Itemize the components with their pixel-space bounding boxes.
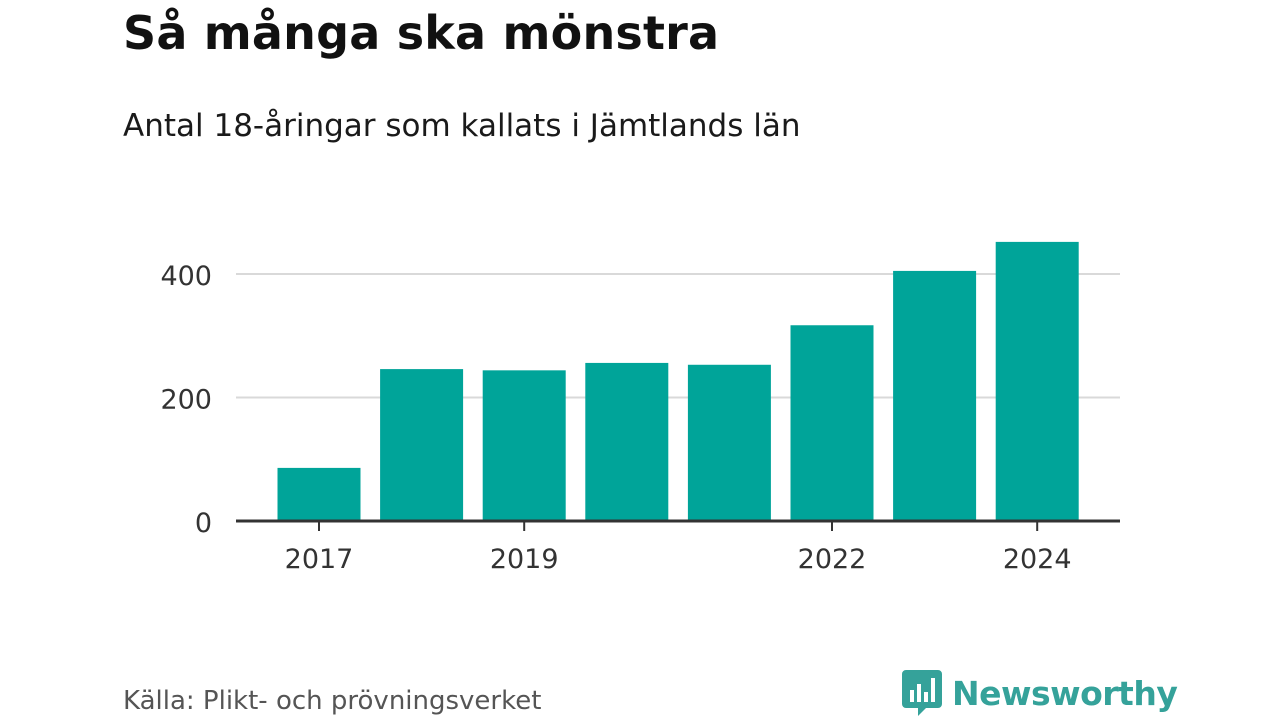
bar bbox=[585, 362, 669, 521]
bar bbox=[380, 369, 464, 521]
x-tick-label: 2019 bbox=[490, 544, 559, 575]
x-tick-label: 2017 bbox=[285, 544, 354, 575]
x-tick-label: 2022 bbox=[798, 544, 867, 575]
bar bbox=[482, 370, 566, 521]
brand-name: Newsworthy bbox=[952, 673, 1178, 713]
bar bbox=[790, 325, 874, 521]
y-tick-label: 400 bbox=[160, 261, 212, 292]
y-tick-label: 0 bbox=[195, 508, 212, 539]
bar bbox=[995, 241, 1079, 521]
x-tick-label: 2024 bbox=[1003, 544, 1072, 575]
y-tick-label: 200 bbox=[160, 385, 212, 416]
chart-subtitle: Antal 18-åringar som kallats i Jämtlands… bbox=[123, 108, 801, 144]
newsworthy-logo-icon bbox=[902, 670, 942, 716]
bar bbox=[893, 270, 977, 521]
chart-title: Så många ska mönstra bbox=[123, 6, 720, 60]
brand-logo: Newsworthy bbox=[902, 670, 1178, 716]
bar bbox=[277, 467, 361, 521]
bar bbox=[687, 364, 771, 521]
source-note: Källa: Plikt- och prövningsverket bbox=[123, 686, 542, 716]
